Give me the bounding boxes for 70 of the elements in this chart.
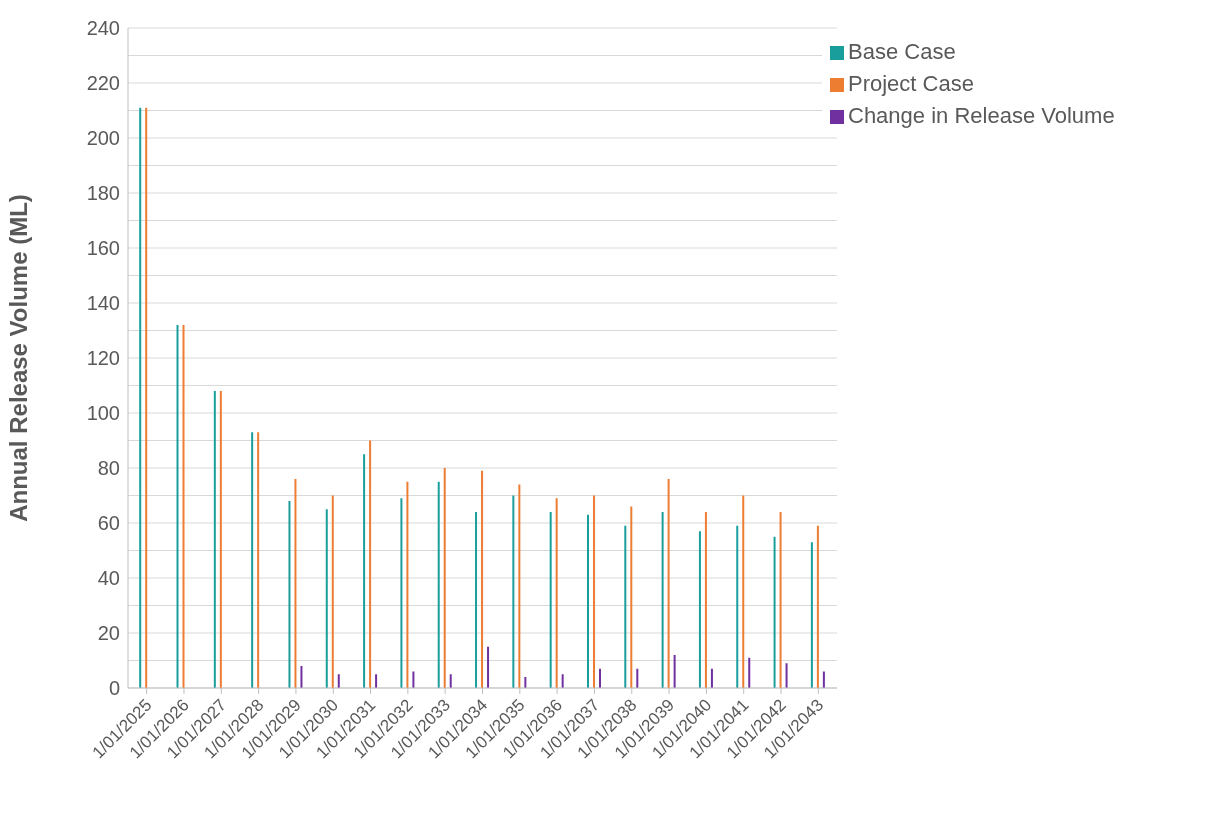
y-tick-label: 100	[86, 402, 120, 425]
bar	[667, 479, 670, 688]
y-axis-title: Annual Release Volume (ML)	[4, 194, 32, 522]
y-tick-label: 20	[97, 622, 120, 645]
bar	[710, 668, 713, 688]
y-tick-label: 160	[86, 237, 120, 260]
bar	[288, 501, 291, 688]
y-tick-label: 240	[86, 17, 120, 40]
bar	[213, 391, 216, 688]
bar	[810, 542, 813, 688]
bar	[704, 512, 707, 688]
bar	[369, 440, 372, 688]
bar	[449, 674, 452, 688]
bar	[139, 107, 142, 688]
bar	[251, 432, 254, 688]
y-tick-label: 40	[97, 567, 120, 590]
bar	[145, 107, 148, 688]
bar	[257, 432, 260, 688]
bar	[331, 495, 334, 688]
bar	[524, 677, 527, 688]
bar	[363, 454, 366, 688]
bar	[518, 484, 521, 688]
bar	[219, 391, 222, 688]
bar	[673, 655, 676, 688]
bar	[400, 498, 403, 688]
bar	[598, 668, 601, 688]
y-tick-label: 120	[86, 347, 120, 370]
bar	[412, 671, 415, 688]
bar	[586, 514, 589, 688]
bar	[630, 506, 633, 688]
bar	[816, 525, 819, 688]
bar	[748, 657, 751, 688]
bar	[773, 536, 776, 688]
bar	[549, 512, 552, 688]
bar	[300, 666, 303, 688]
bar	[661, 512, 664, 688]
bar	[592, 495, 595, 688]
bar	[337, 674, 340, 688]
y-tick-label: 220	[86, 72, 120, 95]
y-tick-label: 0	[108, 677, 120, 700]
bar	[561, 674, 564, 688]
bar	[742, 495, 745, 688]
bar	[475, 512, 478, 688]
bar	[375, 674, 378, 688]
legend-label: Base Case	[848, 39, 956, 64]
y-tick-label: 60	[97, 512, 120, 535]
bar	[481, 470, 484, 688]
y-tick-label: 140	[86, 292, 120, 315]
bar	[406, 481, 409, 688]
legend-label: Change in Release Volume	[848, 103, 1115, 128]
y-tick-label: 180	[86, 182, 120, 205]
bar	[736, 525, 739, 688]
bar	[443, 468, 446, 688]
bar	[555, 498, 558, 688]
bar	[779, 512, 782, 688]
y-tick-label: 200	[86, 127, 120, 150]
bar	[512, 495, 515, 688]
bar	[325, 509, 328, 688]
bar	[636, 668, 639, 688]
bar	[698, 531, 701, 688]
y-tick-label: 80	[97, 457, 120, 480]
bar	[294, 479, 297, 688]
legend-label: Project Case	[848, 71, 974, 96]
bar	[785, 663, 788, 688]
bar	[182, 325, 185, 688]
bar	[822, 671, 825, 688]
bar	[624, 525, 627, 688]
bar	[487, 646, 490, 688]
bar	[437, 481, 440, 688]
bar	[176, 325, 179, 688]
